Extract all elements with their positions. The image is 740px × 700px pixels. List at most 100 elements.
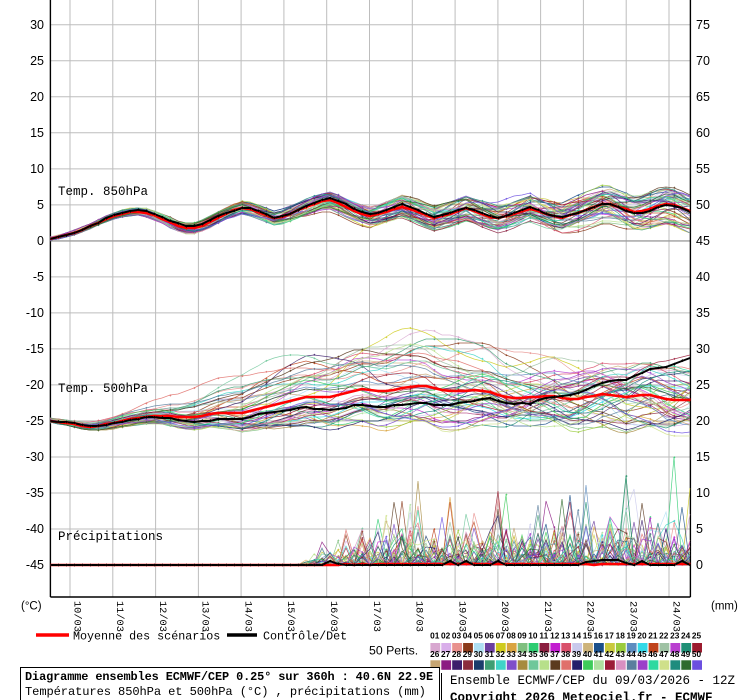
svg-text:17: 17 bbox=[605, 631, 615, 641]
svg-text:15: 15 bbox=[30, 126, 44, 140]
svg-text:Temp. 850hPa: Temp. 850hPa bbox=[58, 185, 149, 199]
svg-text:40: 40 bbox=[583, 649, 593, 659]
svg-text:(mm): (mm) bbox=[711, 601, 738, 613]
svg-text:20: 20 bbox=[637, 631, 647, 641]
svg-text:07: 07 bbox=[496, 631, 506, 641]
svg-text:Moyenne des scénarios: Moyenne des scénarios bbox=[73, 630, 220, 644]
svg-text:11/03: 11/03 bbox=[113, 601, 125, 632]
svg-text:33: 33 bbox=[506, 649, 516, 659]
svg-text:26: 26 bbox=[430, 649, 440, 659]
svg-text:13: 13 bbox=[561, 631, 571, 641]
svg-text:09: 09 bbox=[517, 631, 527, 641]
svg-text:5: 5 bbox=[696, 522, 703, 536]
svg-text:36: 36 bbox=[539, 649, 549, 659]
svg-text:48: 48 bbox=[670, 649, 680, 659]
svg-text:-10: -10 bbox=[26, 306, 44, 320]
svg-text:21/03: 21/03 bbox=[541, 601, 553, 632]
svg-text:18/03: 18/03 bbox=[413, 601, 425, 632]
svg-text:24/03: 24/03 bbox=[669, 601, 681, 632]
svg-text:06: 06 bbox=[485, 631, 495, 641]
svg-text:39: 39 bbox=[572, 649, 582, 659]
svg-text:(°C): (°C) bbox=[21, 601, 42, 613]
svg-text:05: 05 bbox=[474, 631, 484, 641]
svg-text:-15: -15 bbox=[26, 342, 44, 356]
svg-text:16/03: 16/03 bbox=[327, 601, 339, 632]
svg-text:42: 42 bbox=[605, 649, 615, 659]
svg-text:65: 65 bbox=[696, 90, 710, 104]
svg-text:-20: -20 bbox=[26, 378, 44, 392]
svg-text:01: 01 bbox=[430, 631, 440, 641]
svg-text:70: 70 bbox=[696, 54, 710, 68]
svg-text:15: 15 bbox=[583, 631, 593, 641]
svg-text:21: 21 bbox=[648, 631, 658, 641]
svg-text:46: 46 bbox=[648, 649, 658, 659]
svg-text:30: 30 bbox=[30, 18, 44, 32]
svg-text:Précipitations: Précipitations bbox=[58, 530, 163, 544]
svg-text:18: 18 bbox=[616, 631, 626, 641]
svg-text:10: 10 bbox=[528, 631, 538, 641]
svg-text:Contrôle/Det: Contrôle/Det bbox=[263, 630, 347, 644]
svg-text:23/03: 23/03 bbox=[627, 601, 639, 632]
svg-text:28: 28 bbox=[452, 649, 462, 659]
svg-text:02: 02 bbox=[441, 631, 451, 641]
svg-text:35: 35 bbox=[696, 306, 710, 320]
svg-text:38: 38 bbox=[561, 649, 571, 659]
svg-text:12/03: 12/03 bbox=[156, 601, 168, 632]
svg-text:0: 0 bbox=[696, 558, 703, 572]
svg-text:44: 44 bbox=[626, 649, 636, 659]
svg-text:03: 03 bbox=[452, 631, 462, 641]
svg-text:35: 35 bbox=[528, 649, 538, 659]
svg-text:11: 11 bbox=[539, 631, 548, 641]
svg-text:29: 29 bbox=[463, 649, 473, 659]
svg-text:17/03: 17/03 bbox=[370, 601, 382, 632]
svg-text:32: 32 bbox=[496, 649, 506, 659]
svg-text:08: 08 bbox=[506, 631, 516, 641]
svg-text:25: 25 bbox=[30, 54, 44, 68]
svg-text:23: 23 bbox=[670, 631, 680, 641]
svg-text:Temp. 500hPa: Temp. 500hPa bbox=[58, 382, 149, 396]
svg-text:31: 31 bbox=[485, 649, 495, 659]
svg-text:50 Perts.: 50 Perts. bbox=[369, 643, 418, 657]
svg-text:15: 15 bbox=[696, 450, 710, 464]
svg-text:16: 16 bbox=[594, 631, 604, 641]
svg-text:45: 45 bbox=[637, 649, 647, 659]
svg-text:0: 0 bbox=[37, 234, 44, 248]
svg-text:10: 10 bbox=[30, 162, 44, 176]
svg-text:43: 43 bbox=[616, 649, 626, 659]
svg-text:24: 24 bbox=[681, 631, 691, 641]
svg-text:75: 75 bbox=[696, 18, 710, 32]
svg-text:13/03: 13/03 bbox=[199, 601, 211, 632]
svg-text:25: 25 bbox=[696, 378, 710, 392]
svg-text:47: 47 bbox=[659, 649, 669, 659]
svg-text:50: 50 bbox=[696, 198, 710, 212]
svg-text:25: 25 bbox=[692, 631, 702, 641]
svg-text:-5: -5 bbox=[33, 270, 44, 284]
svg-text:49: 49 bbox=[681, 649, 691, 659]
svg-text:10: 10 bbox=[696, 486, 710, 500]
svg-text:15/03: 15/03 bbox=[284, 601, 296, 632]
svg-text:5: 5 bbox=[37, 198, 44, 212]
svg-text:20/03: 20/03 bbox=[498, 601, 510, 632]
svg-text:20: 20 bbox=[696, 414, 710, 428]
svg-text:10/03: 10/03 bbox=[70, 601, 82, 632]
svg-text:30: 30 bbox=[474, 649, 484, 659]
svg-text:34: 34 bbox=[517, 649, 527, 659]
svg-text:12: 12 bbox=[550, 631, 560, 641]
svg-text:22/03: 22/03 bbox=[584, 601, 596, 632]
svg-text:19: 19 bbox=[626, 631, 636, 641]
svg-text:55: 55 bbox=[696, 162, 710, 176]
svg-text:50: 50 bbox=[692, 649, 702, 659]
svg-text:22: 22 bbox=[659, 631, 669, 641]
svg-text:19/03: 19/03 bbox=[455, 601, 467, 632]
svg-text:-30: -30 bbox=[26, 450, 44, 464]
svg-text:40: 40 bbox=[696, 270, 710, 284]
svg-text:-25: -25 bbox=[26, 414, 44, 428]
svg-text:41: 41 bbox=[594, 649, 604, 659]
svg-text:27: 27 bbox=[441, 649, 451, 659]
svg-text:20: 20 bbox=[30, 90, 44, 104]
svg-text:-35: -35 bbox=[26, 486, 44, 500]
svg-text:-45: -45 bbox=[26, 558, 44, 572]
svg-text:60: 60 bbox=[696, 126, 710, 140]
svg-text:04: 04 bbox=[463, 631, 473, 641]
svg-text:45: 45 bbox=[696, 234, 710, 248]
